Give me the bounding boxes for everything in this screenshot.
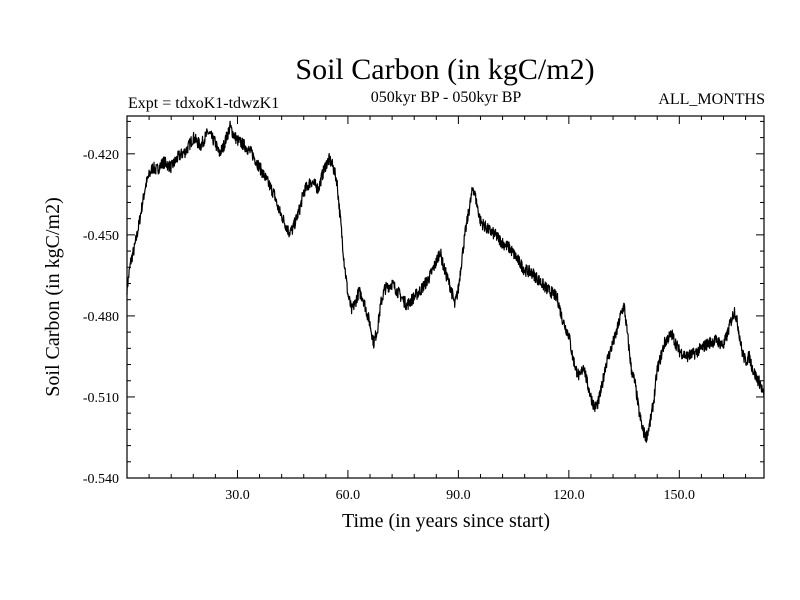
y-axis-label: Soil Carbon (in kgC/m2): [42, 197, 64, 396]
experiment-label: Expt = tdxoK1-tdwzK1: [128, 95, 279, 112]
y-tick-label: -0.510: [83, 391, 119, 406]
x-tick-label: 60.0: [336, 488, 361, 503]
plot-frame: [126, 115, 765, 479]
chart-subtitle: 050kyr BP - 050kyr BP: [371, 89, 522, 106]
y-tick-label: -0.450: [83, 229, 119, 244]
x-tick-label: 30.0: [225, 488, 250, 503]
x-axis-label: Time (in years since start): [342, 510, 550, 532]
y-tick-label: -0.420: [83, 148, 119, 163]
x-tick-label: 150.0: [664, 488, 696, 503]
x-tick-label: 90.0: [446, 488, 471, 503]
chart-title: Soil Carbon (in kgC/m2): [295, 53, 594, 86]
y-tick-label: -0.480: [83, 310, 119, 325]
series-layer: [126, 120, 765, 443]
axis-ticks: [127, 116, 764, 479]
period-label: ALL_MONTHS: [658, 91, 765, 108]
axis-tick-labels: -0.540 -0.510 -0.480 -0.450 -0.420 30.0 60.0 90…: [83, 148, 695, 503]
y-tick-label: -0.540: [83, 472, 119, 487]
x-tick-label: 120.0: [553, 488, 585, 503]
series-line: [126, 120, 765, 443]
